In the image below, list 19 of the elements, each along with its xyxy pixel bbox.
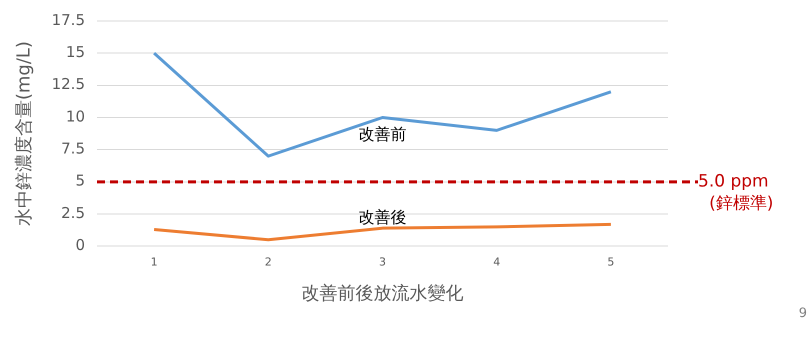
x-tick-label: 2	[264, 256, 272, 269]
text: 9	[798, 306, 807, 321]
y-tick-label: 10	[66, 107, 85, 126]
series-label: 改善前	[358, 124, 406, 144]
x-tick-label: 1	[150, 256, 158, 269]
x-tick-label: 5	[607, 256, 614, 269]
y-axis-title: 水中鋅濃度含量(mg/L)	[13, 41, 34, 226]
series-label: 改善後	[358, 207, 406, 226]
y-tick-label: 0	[75, 236, 85, 254]
ref-line-label: 5.0 ppm (鋅標準)	[698, 171, 774, 214]
y-tick-label: 17.5	[52, 10, 85, 29]
x-tick-label: 4	[493, 256, 500, 269]
x-axis-title: 改善前後放流水變化	[302, 282, 464, 304]
y-tick-label: 15	[66, 43, 85, 62]
y-tick-label: 2.5	[61, 204, 85, 222]
y-tick-label: 5	[75, 172, 85, 190]
y-tick-label: 12.5	[52, 75, 85, 94]
x-tick-label: 3	[379, 256, 386, 269]
y-tick-label: 7.5	[61, 140, 85, 158]
